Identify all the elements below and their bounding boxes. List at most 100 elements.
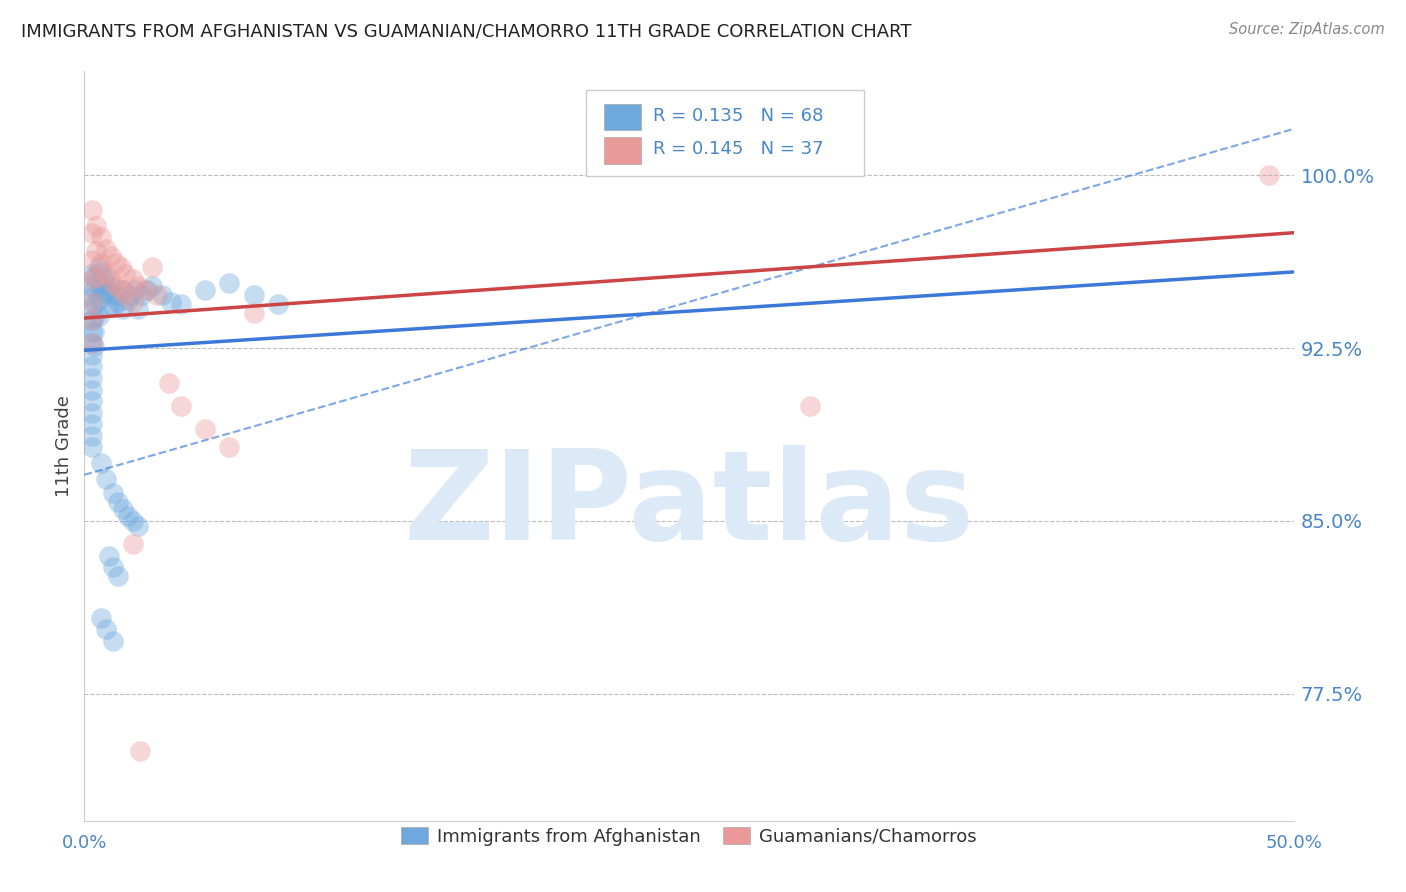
Point <box>97 549 120 563</box>
Point <box>160 294 183 309</box>
Point <box>121 272 143 286</box>
Point <box>112 301 135 316</box>
Point <box>80 394 103 409</box>
Point <box>170 297 193 311</box>
Point <box>242 288 264 302</box>
Point <box>97 300 120 314</box>
Point <box>94 277 117 291</box>
Point <box>93 269 115 284</box>
Text: ZIPatlas: ZIPatlas <box>404 445 974 566</box>
Point <box>80 348 103 362</box>
Point <box>218 440 240 454</box>
Point <box>112 502 135 516</box>
Point <box>90 230 112 244</box>
Point <box>83 339 105 353</box>
Point <box>127 301 149 316</box>
FancyBboxPatch shape <box>586 90 865 177</box>
Text: R = 0.135   N = 68: R = 0.135 N = 68 <box>652 106 823 125</box>
Legend: Immigrants from Afghanistan, Guamanians/Chamorros: Immigrants from Afghanistan, Guamanians/… <box>394 820 984 853</box>
Point <box>117 509 139 524</box>
Point <box>80 406 103 420</box>
Point <box>120 288 142 302</box>
Point <box>80 294 103 309</box>
Point <box>103 486 125 500</box>
FancyBboxPatch shape <box>605 103 641 130</box>
Point <box>103 633 125 648</box>
Point <box>242 306 264 320</box>
Point <box>150 288 173 302</box>
Point <box>131 288 153 302</box>
Point <box>86 269 108 284</box>
Point <box>83 311 105 326</box>
Point <box>107 495 129 509</box>
Point <box>127 518 149 533</box>
Point <box>93 285 115 300</box>
Point <box>83 297 105 311</box>
Point <box>80 267 103 281</box>
Point <box>80 313 103 327</box>
Point <box>1258 168 1281 182</box>
Point <box>83 269 105 284</box>
Point <box>80 325 103 339</box>
Point <box>94 242 117 256</box>
Point <box>157 376 180 390</box>
Point <box>90 265 112 279</box>
Point <box>267 297 290 311</box>
Point <box>87 277 110 291</box>
Point <box>83 284 105 298</box>
Point <box>90 611 112 625</box>
Point <box>86 219 108 233</box>
Point <box>134 284 156 298</box>
Point <box>218 277 240 291</box>
Point <box>141 278 163 293</box>
Point <box>80 226 103 240</box>
Point <box>100 249 122 263</box>
Point <box>94 472 117 486</box>
Point <box>110 284 132 298</box>
Point <box>194 284 217 298</box>
Point <box>80 417 103 431</box>
Point <box>104 278 127 293</box>
Text: 0.0%: 0.0% <box>62 834 107 852</box>
Point <box>90 281 112 295</box>
Point <box>80 371 103 385</box>
Point <box>94 622 117 636</box>
Point <box>80 336 103 351</box>
Point <box>104 288 127 302</box>
Point <box>110 260 132 275</box>
Point <box>107 294 129 309</box>
Point <box>80 383 103 397</box>
FancyBboxPatch shape <box>605 137 641 163</box>
Text: R = 0.145   N = 37: R = 0.145 N = 37 <box>652 140 824 158</box>
Point <box>194 422 217 436</box>
Point <box>114 288 136 302</box>
Point <box>87 293 110 307</box>
Point <box>103 281 125 295</box>
Point <box>104 256 127 270</box>
Point <box>87 309 110 323</box>
Point <box>117 293 139 307</box>
Point <box>107 569 129 583</box>
Point <box>80 359 103 374</box>
Point <box>121 537 143 551</box>
Point <box>80 272 103 286</box>
Point <box>80 313 103 327</box>
Point <box>100 288 122 302</box>
Point <box>80 440 103 454</box>
Point <box>121 514 143 528</box>
Point <box>94 267 117 281</box>
Point <box>103 560 125 574</box>
Point <box>87 260 110 275</box>
Point <box>114 267 136 281</box>
Point <box>80 428 103 442</box>
Point <box>136 284 159 298</box>
Point <box>90 256 112 270</box>
Point <box>90 456 112 470</box>
Point <box>121 294 143 309</box>
Point <box>80 290 103 304</box>
Point <box>80 336 103 351</box>
Point <box>799 399 821 413</box>
Y-axis label: 11th Grade: 11th Grade <box>55 395 73 497</box>
Point <box>141 260 163 275</box>
Point <box>129 744 152 758</box>
